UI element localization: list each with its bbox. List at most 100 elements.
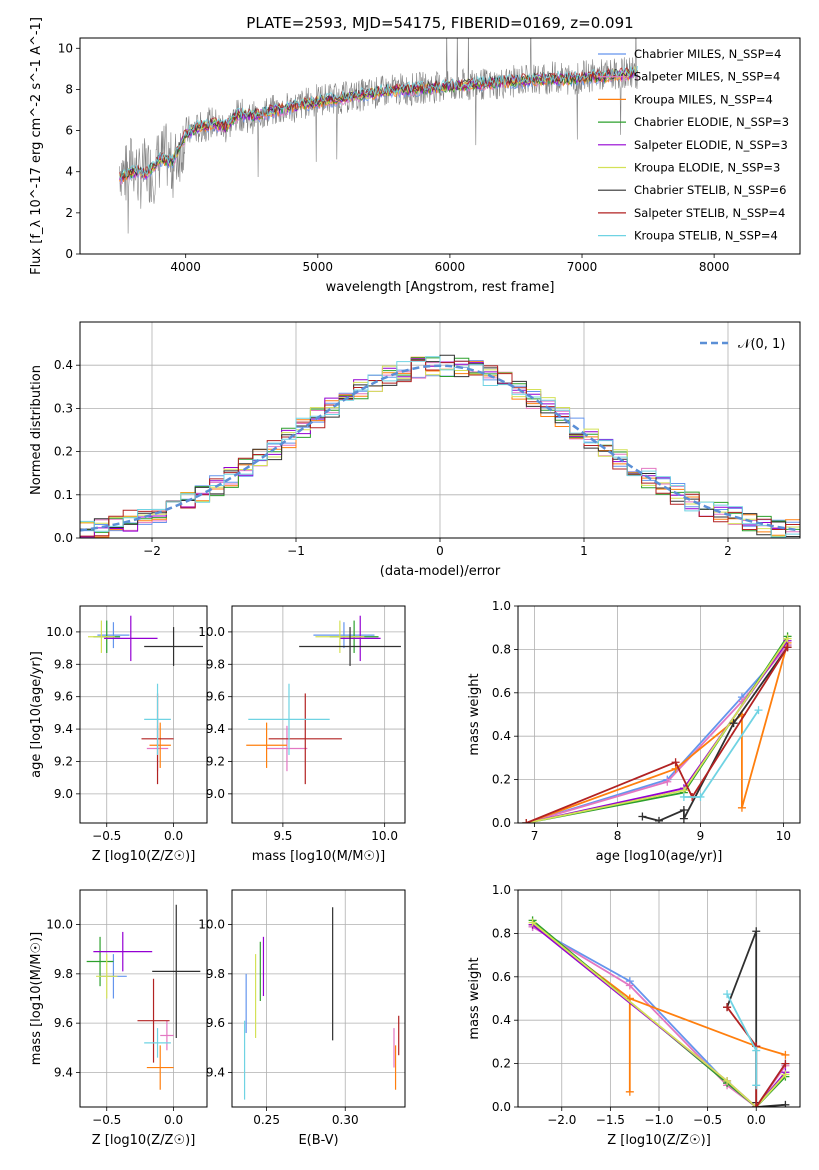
- y-tick-label: 8: [65, 82, 73, 96]
- y-tick-label: 9.0: [206, 787, 225, 801]
- plot-area-spectrum: [119, 38, 638, 234]
- weight-marker: [737, 803, 746, 812]
- y-tick-label: 0.0: [54, 531, 73, 545]
- axes-frame: [517, 605, 801, 824]
- x-tick-label: 8: [614, 829, 622, 843]
- y-tick-label: 10.0: [198, 625, 225, 639]
- weight-marker: [752, 1103, 761, 1107]
- weight-marker: [781, 1059, 790, 1068]
- x-tick-label: −0.5: [92, 1113, 121, 1127]
- legend-entry: Kroupa ELODIE, N_SSP=3: [634, 161, 780, 175]
- y-axis-label: mass weight: [467, 957, 482, 1039]
- legend-entry: Salpeter MILES, N_SSP=4: [634, 70, 780, 84]
- legend-entry: Chabrier MILES, N_SSP=4: [634, 47, 781, 61]
- plot-area-age-vs-Z: [88, 615, 203, 785]
- weight-marker: [754, 706, 763, 715]
- residual-histogram: [80, 356, 800, 538]
- y-tick-label: 0.6: [492, 686, 511, 700]
- y-axis-label: age [log10(age/yr)]: [29, 651, 44, 778]
- x-tick-label: 7000: [567, 260, 598, 274]
- y-tick-label: 0.1: [54, 488, 73, 502]
- y-tick-label: 9.2: [206, 754, 225, 768]
- y-tick-label: 10: [58, 41, 73, 55]
- legend-entry: Chabrier ELODIE, N_SSP=3: [634, 115, 789, 129]
- weight-marker: [723, 990, 732, 999]
- x-axis-label: Z [log10(Z/Z☉)]: [92, 849, 196, 864]
- x-tick-label: −1.0: [644, 1113, 673, 1127]
- weight-marker: [671, 758, 680, 767]
- axes-frame: [79, 321, 801, 539]
- x-tick-label: 10.0: [371, 829, 398, 843]
- y-tick-label: 0.0: [492, 1100, 511, 1114]
- y-tick-label: 9.6: [206, 1016, 225, 1030]
- y-tick-label: 10.0: [198, 918, 225, 932]
- y-tick-label: 9.4: [206, 722, 225, 736]
- axes-frame: [79, 889, 208, 1108]
- panel-residuals: −2 −1 0 1 2 0.0 0.1 0.2 0.3 0.4 (data-model)/error…: [29, 321, 801, 579]
- y-axis-label: Normed distribution: [29, 365, 44, 495]
- y-tick-label: 9.6: [206, 690, 225, 704]
- x-axis-label: Z [log10(Z/Z☉)]: [607, 1133, 711, 1148]
- weight-marker: [663, 777, 672, 786]
- y-tick-label: 9.8: [206, 657, 225, 671]
- y-tick-label: 10.0: [46, 918, 73, 932]
- x-tick-label: −0.5: [693, 1113, 722, 1127]
- x-axis-label: mass [log10(M/M☉)]: [252, 849, 385, 864]
- x-tick-label: 5000: [303, 260, 334, 274]
- axes-frame: [79, 605, 208, 824]
- plot-area-residuals: [80, 354, 800, 538]
- weight-marker: [655, 816, 663, 823]
- weight-marker: [528, 918, 537, 927]
- panel-weight-vs-age: 7 8 9 10 0.0 0.2 0.4 0.6 0.8 1.0 age [log10(age/yr…: [467, 599, 801, 864]
- weight-marker: [781, 1100, 790, 1107]
- y-tick-label: 0.2: [492, 1057, 511, 1071]
- panel-age-vs-mass: 9.5 10.0 9.0 9.2 9.4 9.6 9.8 10.0 mass [log10(M/…: [198, 605, 406, 864]
- figure-title: PLATE=2593, MJD=54175, FIBERID=0169, z=0…: [246, 14, 633, 32]
- weight-marker: [729, 719, 738, 728]
- x-tick-label: 4000: [170, 260, 201, 274]
- weight-marker: [679, 805, 688, 814]
- x-axis-label: E(B-V): [298, 1133, 338, 1148]
- x-tick-label: 0.30: [332, 1113, 359, 1127]
- panel-weight-vs-Z: −2.0 −1.5 −1.0 −0.5 0.0 0.0 0.2 0.4 0.6 0.8 1.0 Z […: [467, 883, 801, 1148]
- y-tick-label: 0.4: [492, 729, 511, 743]
- weight-marker: [625, 981, 634, 990]
- y-tick-label: 0.0: [492, 816, 511, 830]
- x-axis-label: Z [log10(Z/Z☉)]: [92, 1133, 196, 1148]
- model-spectrum: [119, 65, 638, 181]
- weight-marker: [783, 634, 792, 643]
- y-tick-label: 9.6: [54, 1016, 73, 1030]
- plot-area-mass-vs-Z: [86, 904, 201, 1090]
- y-tick-label: 0.3: [54, 401, 73, 415]
- axes-frame: [517, 889, 801, 1108]
- weight-marker: [625, 1087, 634, 1096]
- x-tick-label: 9.5: [273, 829, 292, 843]
- plot-area-weight-vs-Z: [528, 916, 790, 1107]
- y-tick-label: 9.4: [54, 722, 73, 736]
- weight-line: [532, 923, 786, 1092]
- legend-entry: Chabrier STELIB, N_SSP=6: [634, 183, 786, 197]
- y-tick-label: 1.0: [492, 883, 511, 897]
- weight-marker: [696, 792, 705, 801]
- y-tick-label: 9.8: [54, 657, 73, 671]
- weight-marker: [723, 1003, 732, 1012]
- y-tick-label: 0.4: [492, 1013, 511, 1027]
- plot-area-age-vs-mass: [246, 615, 401, 785]
- legend: 𝒩(0, 1): [700, 337, 785, 352]
- weight-line: [526, 637, 789, 823]
- weight-marker: [781, 1070, 790, 1079]
- y-tick-label: 0.2: [54, 445, 73, 459]
- x-tick-label: 0: [436, 544, 444, 558]
- y-tick-label: 10.0: [46, 625, 73, 639]
- x-tick-label: 2: [724, 544, 732, 558]
- model-spectrum: [119, 68, 638, 179]
- gaussian-curve: [80, 364, 800, 532]
- y-tick-label: 0.2: [492, 773, 511, 787]
- y-tick-label: 1.0: [492, 599, 511, 613]
- panel-mass-vs-Z: −0.5 0.0 9.4 9.6 9.8 10.0 Z [log10(Z/Z☉)] mass …: [29, 889, 208, 1148]
- y-axis-label: mass [log10(M/M☉)]: [29, 932, 44, 1065]
- y-tick-label: 4: [65, 165, 73, 179]
- x-tick-label: 0.0: [164, 829, 183, 843]
- x-tick-label: 0.0: [747, 1113, 766, 1127]
